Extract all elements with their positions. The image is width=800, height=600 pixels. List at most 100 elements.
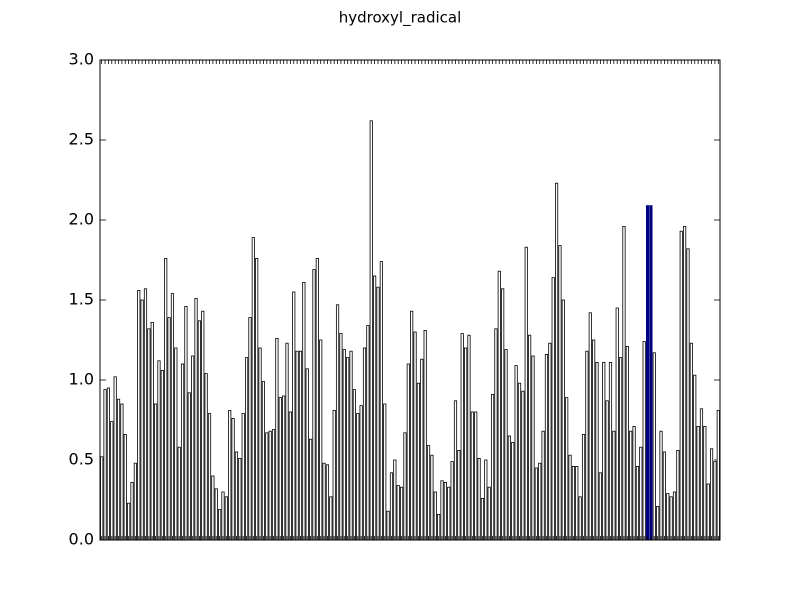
bar <box>298 350 303 541</box>
bar <box>164 257 168 541</box>
bar <box>511 441 515 541</box>
bar <box>504 349 508 541</box>
bar <box>133 462 137 541</box>
bar <box>332 409 336 541</box>
bar <box>147 328 151 541</box>
bar <box>672 491 677 541</box>
bar <box>413 331 417 541</box>
y-tick-label: 2.5 <box>69 130 94 149</box>
bar <box>558 245 562 541</box>
bar <box>531 355 535 541</box>
bar <box>295 350 299 541</box>
plot-frame <box>99 59 721 541</box>
bar <box>322 462 326 541</box>
bar <box>416 382 421 541</box>
bar <box>106 387 111 541</box>
bar <box>706 483 710 541</box>
bar <box>490 393 495 541</box>
bar <box>696 425 700 541</box>
bar <box>514 365 518 541</box>
bar <box>211 475 215 541</box>
y-tick-label: 1.5 <box>69 290 94 309</box>
bar <box>271 429 276 541</box>
bar <box>184 305 188 541</box>
bar <box>544 353 549 541</box>
bar <box>167 317 171 541</box>
y-tick-label: 0.5 <box>69 450 94 469</box>
bar <box>177 446 181 541</box>
bar <box>191 355 195 541</box>
bar <box>218 509 222 541</box>
bar <box>656 505 660 541</box>
bar <box>140 299 144 541</box>
bar <box>376 286 380 541</box>
bar <box>423 329 427 541</box>
bar <box>581 433 586 541</box>
bar <box>507 435 511 541</box>
bar <box>541 430 545 541</box>
bar <box>113 376 117 541</box>
bar <box>339 333 343 541</box>
bar <box>686 248 690 541</box>
bar <box>207 413 212 541</box>
bar <box>285 342 289 541</box>
bar <box>123 433 127 541</box>
bar <box>645 205 650 541</box>
bar <box>420 358 424 541</box>
bar <box>598 472 602 541</box>
bar <box>501 288 505 541</box>
bar <box>359 405 363 541</box>
bar <box>180 363 185 541</box>
bar <box>399 486 404 541</box>
bar <box>460 333 464 541</box>
bar <box>426 445 431 541</box>
bar <box>524 246 528 541</box>
bar <box>187 392 191 541</box>
bar <box>608 361 613 541</box>
bar <box>679 230 683 541</box>
bar <box>588 312 592 541</box>
bar <box>497 270 501 541</box>
bar <box>528 334 532 541</box>
bar <box>538 462 542 541</box>
bar <box>629 430 633 541</box>
bar <box>309 438 313 541</box>
bar <box>265 432 269 541</box>
bar <box>228 409 232 541</box>
bar <box>292 291 296 541</box>
bar <box>592 339 596 541</box>
bar <box>578 496 582 541</box>
bar <box>571 465 576 541</box>
y-tick-label: 2.0 <box>69 210 94 229</box>
bar <box>639 446 643 541</box>
bar <box>457 449 461 541</box>
bar <box>157 360 161 541</box>
bar <box>487 486 491 541</box>
bar <box>440 480 444 541</box>
bar <box>137 289 141 541</box>
bar <box>315 257 319 541</box>
bar <box>275 337 279 541</box>
bar <box>103 389 107 541</box>
bar <box>258 347 262 541</box>
bar <box>575 465 579 541</box>
bar <box>194 297 198 541</box>
bar <box>130 481 134 541</box>
bar <box>325 464 330 541</box>
bar <box>312 269 316 541</box>
bar <box>110 421 114 541</box>
bar <box>248 317 252 541</box>
bar <box>379 261 383 541</box>
bar <box>224 496 228 541</box>
bar <box>430 454 434 541</box>
bar <box>464 347 468 541</box>
bar <box>170 293 175 541</box>
bar <box>443 481 447 541</box>
bar <box>602 361 606 541</box>
bar <box>282 395 286 541</box>
bar <box>703 425 707 541</box>
bar <box>659 430 663 541</box>
bar <box>346 357 350 541</box>
bar <box>568 454 572 541</box>
